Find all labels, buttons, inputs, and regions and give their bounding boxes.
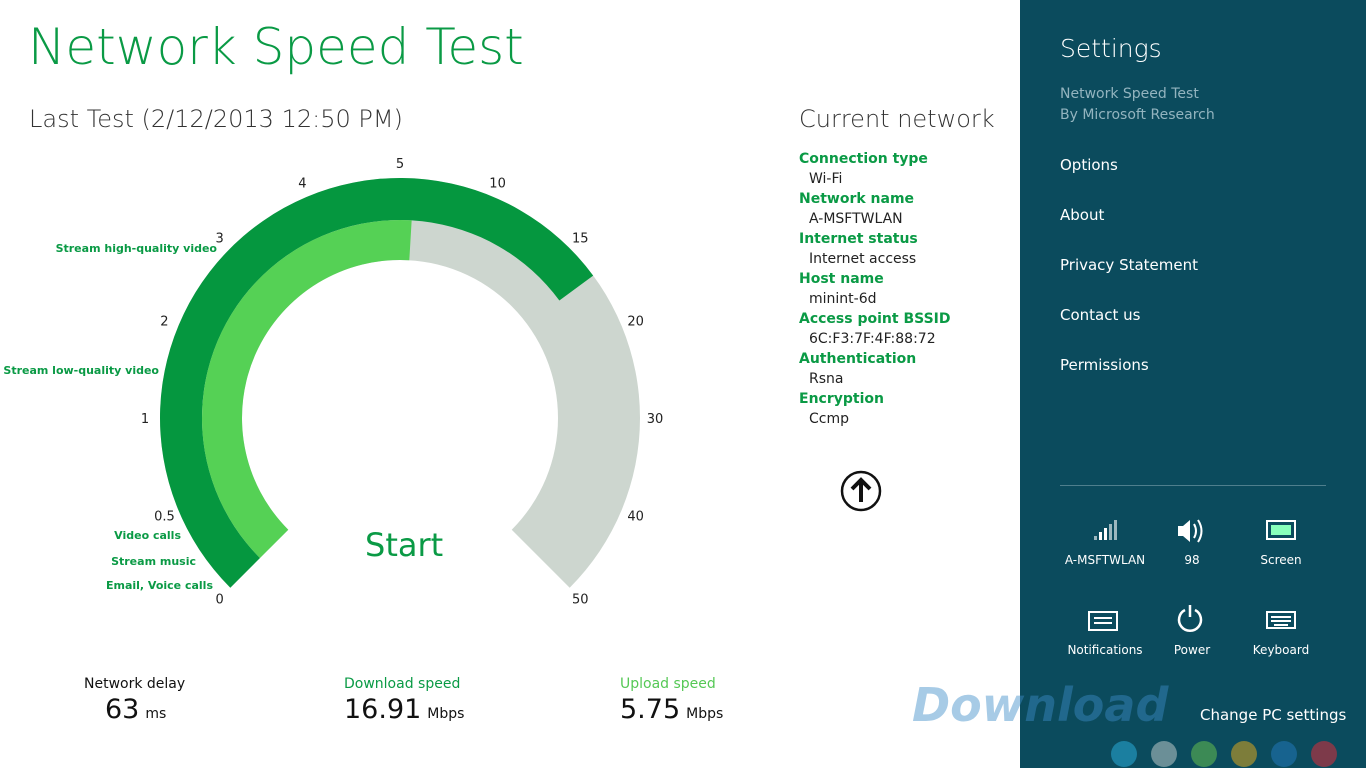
- result-unit: Mbps: [427, 706, 465, 722]
- gauge-tick-label: 30: [647, 412, 664, 427]
- field-value: 6C:F3:7F:4F:88:72: [809, 331, 936, 347]
- change-pc-settings[interactable]: Change PC settings: [1200, 706, 1347, 724]
- settings-link[interactable]: About: [1060, 206, 1105, 224]
- gauge-tick-label: 1: [141, 412, 149, 427]
- gauge-tick-label: 0.5: [154, 510, 175, 525]
- settings-title: Settings: [1060, 34, 1162, 63]
- publisher: By Microsoft Research: [1060, 107, 1215, 123]
- result-label: Download speed: [344, 676, 461, 692]
- settings-link[interactable]: Options: [1060, 156, 1118, 174]
- activity-label: Stream low-quality video: [3, 364, 159, 377]
- field-label: Access point BSSID: [799, 311, 951, 327]
- quick-setting[interactable]: A-MSFTWLAN: [1064, 553, 1146, 567]
- activity-label: Stream music: [111, 555, 196, 568]
- field-value: Rsna: [809, 371, 844, 387]
- field-label: Host name: [799, 271, 884, 287]
- settings-link[interactable]: Contact us: [1060, 306, 1141, 324]
- activity-label: Email, Voice calls: [106, 579, 213, 592]
- quick-setting[interactable]: Screen: [1260, 553, 1302, 567]
- field-value: Ccmp: [809, 411, 849, 427]
- activity-label: Video calls: [114, 529, 181, 542]
- quick-setting[interactable]: Power: [1173, 643, 1211, 657]
- gauge-tick-label: 3: [216, 232, 224, 247]
- result-value: 63 ms: [105, 694, 166, 725]
- gauge-tick-label: 4: [298, 176, 306, 191]
- divider: [1060, 485, 1326, 486]
- field-value: Internet access: [809, 251, 917, 267]
- gauge-tick-label: 40: [627, 510, 644, 525]
- app-name: Network Speed Test: [1060, 86, 1199, 102]
- result-label: Upload speed: [620, 676, 716, 692]
- gauge-tick-label: 2: [160, 314, 168, 329]
- gauge-tick-label: 15: [572, 232, 589, 247]
- field-value: Wi-Fi: [809, 171, 843, 187]
- field-label: Network name: [799, 191, 915, 207]
- field-label: Authentication: [799, 351, 917, 367]
- last-test: Last Test (2/12/2013 12:50 PM): [29, 105, 403, 133]
- settings-link[interactable]: Privacy Statement: [1060, 256, 1199, 274]
- scroll-up-button[interactable]: [839, 469, 883, 513]
- result-unit: ms: [145, 706, 167, 722]
- gauge: 0 0.5 1 2 3 4 5 10 15 20 30 40 50 Stream high-quality…: [3, 157, 664, 607]
- watermark: Download: [912, 678, 1169, 732]
- result-number: 16.91: [344, 694, 422, 725]
- gauge-tick-label: 10: [489, 176, 506, 191]
- gauge-tick-label: 20: [627, 314, 644, 329]
- field-value: A-MSFTWLAN: [809, 211, 903, 227]
- result-value: 5.75 Mbps: [620, 694, 723, 725]
- quick-setting[interactable]: 98: [1184, 553, 1200, 567]
- activity-label: Stream high-quality video: [56, 242, 218, 255]
- settings-link[interactable]: Permissions: [1060, 356, 1149, 374]
- field-label: Connection type: [799, 151, 928, 167]
- result-unit: Mbps: [686, 706, 724, 722]
- quick-setting[interactable]: Keyboard: [1252, 643, 1310, 657]
- gauge-tick-label: 0: [216, 592, 224, 607]
- upload-arc: [201, 220, 412, 559]
- settings-panel: Settings Network Speed Test By Microsoft…: [1020, 0, 1366, 768]
- quick-setting[interactable]: Notifications: [1067, 643, 1143, 657]
- field-label: Internet status: [799, 231, 918, 247]
- download-arc: [160, 178, 594, 588]
- start-button[interactable]: Start: [365, 526, 444, 564]
- quick-icons: [1088, 519, 1296, 633]
- result-number: 63: [105, 694, 140, 725]
- result-number: 5.75: [620, 694, 681, 725]
- field-value: minint-6d: [809, 291, 877, 307]
- network-heading: Current network: [799, 105, 995, 133]
- gauge-tick-label: 50: [572, 592, 589, 607]
- field-label: Encryption: [799, 391, 884, 407]
- gauge-tick-label: 5: [396, 157, 404, 172]
- app-title: Network Speed Test: [28, 18, 524, 76]
- result-label: Network delay: [84, 676, 186, 692]
- result-value: 16.91 Mbps: [344, 694, 464, 725]
- decorative-dots: [1111, 741, 1337, 767]
